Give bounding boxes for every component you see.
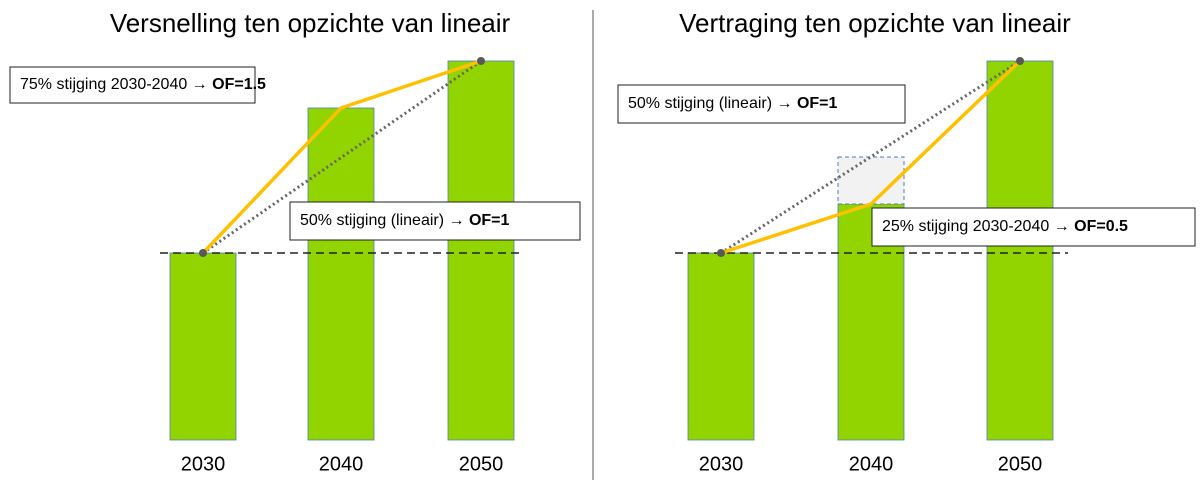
bar <box>307 107 375 441</box>
bar <box>986 60 1054 441</box>
annotation-text: 50% stijging (lineair) → <box>300 212 469 229</box>
annotation: 50% stijging (lineair) → OF=1 <box>300 212 510 229</box>
annotation-text: 50% stijging (lineair) → <box>628 95 797 112</box>
growth-line <box>720 59 1022 255</box>
linear-line <box>202 59 482 255</box>
annotation-box <box>617 84 906 124</box>
end-point <box>1016 57 1024 65</box>
annotation-box <box>289 201 581 241</box>
annotation-bold: OF=1.5 <box>212 76 266 93</box>
linear-line <box>720 59 1021 255</box>
annotation-text: 25% stijging 2030-2040 → <box>882 218 1074 235</box>
chart-title: Vertraging ten opzichte van lineair <box>679 8 1071 38</box>
end-point <box>477 57 485 65</box>
annotation: 25% stijging 2030-2040 → OF=0.5 <box>882 218 1128 235</box>
chart-title: Versnelling ten opzichte van lineair <box>110 8 511 38</box>
x-tick-label: 2040 <box>319 453 364 475</box>
end-point <box>717 249 725 257</box>
annotation-bold: OF=1 <box>469 212 510 229</box>
bar <box>447 60 515 441</box>
x-tick-label: 2030 <box>699 453 744 475</box>
x-tick-label: 2030 <box>181 453 226 475</box>
growth-line <box>201 59 482 255</box>
annotation-box <box>9 66 256 104</box>
x-tick-label: 2040 <box>849 453 894 475</box>
bar <box>169 252 237 441</box>
x-tick-label: 2050 <box>459 453 504 475</box>
annotation-bold: OF=1 <box>797 95 838 112</box>
annotation: 75% stijging 2030-2040 → OF=1.5 <box>20 76 266 93</box>
annotation-box <box>871 207 1196 247</box>
annotation-text: 75% stijging 2030-2040 → <box>20 76 212 93</box>
end-point <box>199 249 207 257</box>
bar <box>687 252 755 441</box>
annotation: 50% stijging (lineair) → OF=1 <box>628 95 838 112</box>
annotation-bold: OF=0.5 <box>1074 218 1128 235</box>
x-tick-label: 2050 <box>998 453 1043 475</box>
